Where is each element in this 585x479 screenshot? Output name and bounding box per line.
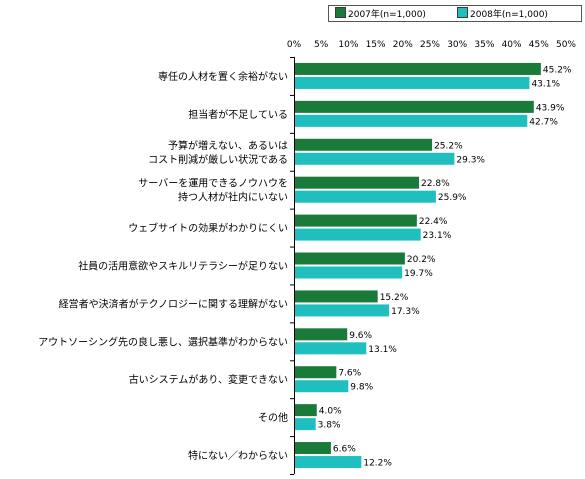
category-label: 古いシステムがあり、変更できない xyxy=(129,373,288,386)
data-label-2008: 12.2% xyxy=(363,459,392,469)
legend-item-2008: 2008年(n=1,000) xyxy=(457,7,548,20)
bar-2008 xyxy=(295,266,403,279)
category-label: 経営者や決済者がテクノロジーに関する理解がない xyxy=(59,297,288,310)
category-label: 持つ人材が社内にいない xyxy=(178,191,288,204)
category-label: 予算が増えない、あるいは xyxy=(168,139,288,152)
bar-2008 xyxy=(295,114,528,127)
x-tick-label: 35% xyxy=(474,40,494,50)
bar-2007 xyxy=(295,138,433,151)
data-label-2008: 43.1% xyxy=(531,79,560,89)
category-label: ウェブサイトの効果がわかりにくい xyxy=(128,222,288,235)
legend-label-2007: 2007年(n=1,000) xyxy=(348,10,426,20)
category-label: サーバーを運用できるノウハウを xyxy=(138,178,288,190)
legend-item-2007: 2007年(n=1,000) xyxy=(335,7,426,20)
legend: 2007年(n=1,000) 2008年(n=1,000) xyxy=(328,5,582,22)
data-label-2007: 6.6% xyxy=(333,445,356,455)
bar-2007 xyxy=(295,100,534,113)
category-label: 専任の人材を置く余裕がない xyxy=(158,70,288,83)
bar-2007 xyxy=(295,214,417,227)
legend-label-2008: 2008年(n=1,000) xyxy=(470,10,548,20)
data-label-2007: 45.2% xyxy=(543,65,572,75)
data-label-2008: 23.1% xyxy=(423,231,452,241)
x-tick-label: 20% xyxy=(393,40,413,50)
bar-2008 xyxy=(295,76,530,89)
bar-2008 xyxy=(295,152,455,165)
bar-2007 xyxy=(295,328,348,341)
data-label-2008: 13.1% xyxy=(368,345,397,355)
data-label-2008: 17.3% xyxy=(391,307,420,317)
data-label-2007: 25.2% xyxy=(434,141,463,151)
bar-2008 xyxy=(295,190,436,203)
bar-2008 xyxy=(295,456,362,469)
x-tick-label: 40% xyxy=(502,40,522,50)
data-label-2007: 43.9% xyxy=(536,103,565,113)
data-label-2007: 4.0% xyxy=(319,407,342,417)
data-label-2007: 7.6% xyxy=(338,369,361,379)
bar-2008 xyxy=(295,418,316,431)
data-label-2007: 22.4% xyxy=(419,217,448,227)
x-tick-label: 30% xyxy=(447,40,467,50)
category-label: その他 xyxy=(258,411,288,424)
bar-2008 xyxy=(295,304,390,317)
legend-swatch-2007 xyxy=(335,7,346,18)
category-label: 社員の活用意欲やスキルリテラシーが足りない xyxy=(78,260,288,273)
bar-2007 xyxy=(295,176,420,189)
x-tick-label: 25% xyxy=(420,40,440,50)
data-label-2008: 42.7% xyxy=(529,117,558,127)
bar-2007 xyxy=(295,252,405,265)
data-label-2008: 3.8% xyxy=(318,421,341,431)
bar-2008 xyxy=(295,342,367,355)
data-label-2007: 9.6% xyxy=(349,331,372,341)
x-tick-label: 10% xyxy=(338,40,358,50)
x-tick-label: 0% xyxy=(287,40,302,50)
bar-2007 xyxy=(295,366,337,379)
data-label-2007: 22.8% xyxy=(421,179,450,189)
bar-2007 xyxy=(295,442,331,455)
data-label-2008: 9.8% xyxy=(350,383,373,393)
data-label-2007: 20.2% xyxy=(407,255,436,265)
bar-2007 xyxy=(295,290,378,303)
data-label-2007: 15.2% xyxy=(380,293,409,303)
data-label-2008: 19.7% xyxy=(404,269,433,279)
x-tick-label: 5% xyxy=(314,40,329,50)
bar-2007 xyxy=(295,62,541,75)
category-label: アウトソーシング先の良し悪し、選択基準がわからない xyxy=(38,335,288,348)
bar-2007 xyxy=(295,404,317,417)
category-label: コスト削減が厳しい状況である xyxy=(148,153,288,166)
data-label-2008: 29.3% xyxy=(456,155,485,165)
x-tick-label: 50% xyxy=(556,40,576,50)
category-label: 特にない／わからない xyxy=(188,450,288,462)
data-label-2008: 25.9% xyxy=(438,193,467,203)
category-label: 担当者が不足している xyxy=(188,108,288,121)
bar-2008 xyxy=(295,380,349,393)
x-tick-label: 45% xyxy=(529,40,549,50)
bar-2008 xyxy=(295,228,421,241)
x-tick-label: 15% xyxy=(366,40,386,50)
legend-swatch-2008 xyxy=(457,7,468,18)
